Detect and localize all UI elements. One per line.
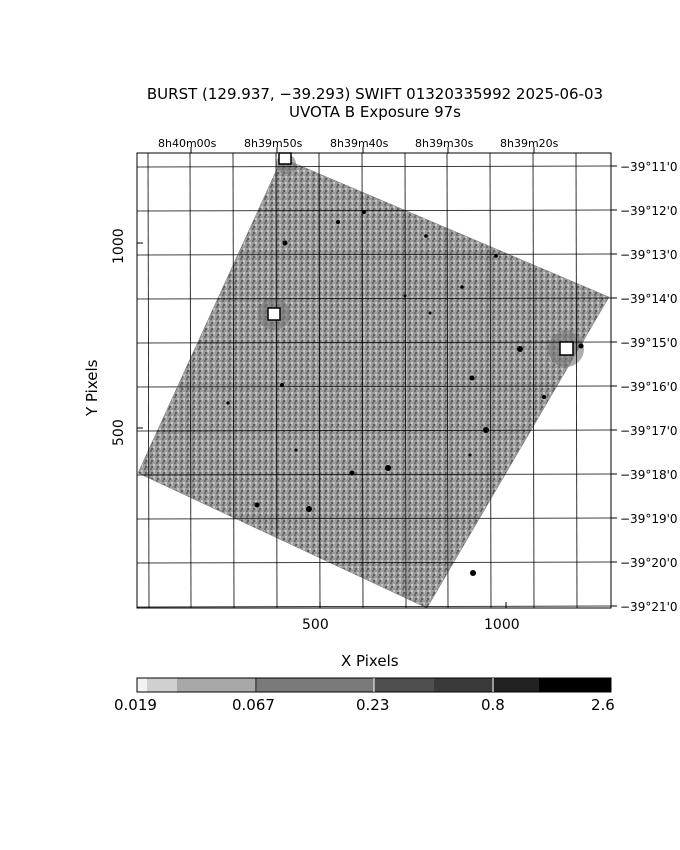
star [517, 346, 523, 352]
star [578, 343, 584, 349]
plot-frame [136, 152, 612, 609]
saturated-sources [267, 152, 574, 356]
ra-label: 8h40m00s [158, 137, 217, 150]
star [294, 448, 298, 452]
title-line-1: BURST (129.937, −39.293) SWIFT 013203359… [146, 85, 604, 103]
dec-label: −39°12'0 [620, 204, 678, 218]
star [282, 240, 288, 246]
dec-label: −39°14'0 [620, 292, 678, 306]
star [542, 395, 546, 399]
dec-label: −39°13'0 [620, 248, 678, 262]
star [362, 210, 366, 214]
ra-grid [147, 152, 578, 609]
star [424, 234, 428, 238]
stars [226, 210, 584, 576]
star [428, 311, 432, 315]
y-tick-label: 1000 [111, 228, 127, 264]
saturated-source [267, 307, 281, 321]
dec-label: −39°21'0 [620, 600, 678, 614]
star [460, 285, 464, 289]
dec-label: −39°11'0 [620, 160, 678, 174]
y-tick-label: 500 [111, 419, 127, 446]
title-line-2: UVOTA B Exposure 97s [289, 103, 461, 121]
x-tick-label: 500 [302, 617, 329, 633]
colorbar-label: 0.8 [481, 696, 505, 714]
star [385, 465, 391, 471]
star [470, 570, 476, 576]
colorbar-label: 0.067 [232, 696, 275, 714]
dec-label: −39°20'0 [620, 556, 678, 570]
ra-label: 8h39m20s [500, 137, 559, 150]
star [494, 254, 498, 258]
ra-label: 8h39m30s [415, 137, 474, 150]
star [403, 294, 407, 298]
star [483, 427, 489, 433]
dec-label: −39°19'0 [620, 512, 678, 526]
dec-label: −39°18'0 [620, 468, 678, 482]
x-tick-label: 1000 [484, 617, 520, 633]
dec-label: −39°15'0 [620, 336, 678, 350]
colorbar-label: 0.23 [356, 696, 390, 714]
exposure-frame [137, 157, 610, 609]
dec-grid [136, 165, 612, 608]
colorbar [136, 677, 612, 693]
star [469, 375, 475, 381]
star [349, 470, 355, 476]
star [226, 401, 230, 405]
star [306, 506, 312, 512]
star [336, 220, 340, 224]
colorbar-label: 0.019 [114, 696, 157, 714]
dec-label: −39°17'0 [620, 424, 678, 438]
x-axis-label: X Pixels [341, 652, 399, 670]
dec-label: −39°16'0 [620, 380, 678, 394]
ra-label: 8h39m40s [330, 137, 389, 150]
star [280, 383, 284, 387]
y-axis-label: Y Pixels [83, 359, 101, 416]
saturated-source [559, 341, 574, 356]
saturated-source [278, 152, 292, 165]
colorbar-label: 2.6 [591, 696, 615, 714]
star [254, 502, 260, 508]
star [468, 453, 472, 457]
ra-label: 8h39m50s [244, 137, 303, 150]
